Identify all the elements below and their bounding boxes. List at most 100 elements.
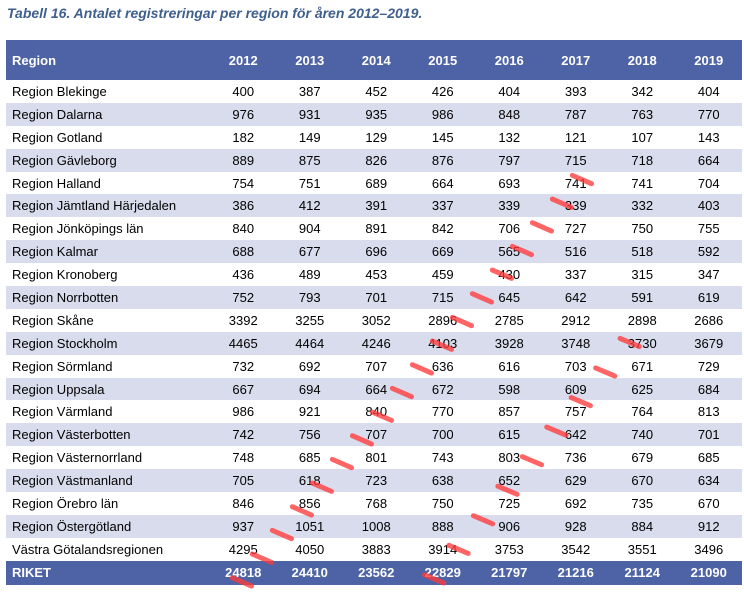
value-cell: 619 [675,286,742,309]
table-row: Region Norrbotten 752 793 701 715 645 642 591 61… [6,286,742,309]
value-cell: 315 [631,267,654,283]
value-cell: 452 [365,83,388,99]
value-cell: 935 [343,102,410,126]
table-row: Region Dalarna 976 931 935 986 848 787 763 770 [6,102,742,126]
region-name-cell: Region Jönköpings län [12,221,144,237]
value-cell: 3883 [361,541,391,557]
value-cell: 876 [409,148,476,172]
value-cell: 591 [609,286,676,309]
value-cell: 3551 [627,541,657,557]
region-name-cell: Region Halland [12,175,101,191]
value-cell: 670 [609,469,676,493]
table-row: Region Östergötland 937 1051 1008 888 906 928 8… [6,514,742,538]
value-cell: 741 [564,175,587,191]
value-cell: 756 [276,423,343,447]
value-cell: 339 [476,194,543,218]
table-row: Region Halland 754 751 689 664 693 741 741 704 [6,172,742,195]
header-row: Region 2012 2013 2014 2015 2016 2017 2018 2019 [6,40,742,80]
table-row: Region Västernorrland 748 685 801 743 803 736 6… [6,446,742,469]
value-cell: 3928 [476,331,543,355]
value-cell: 132 [498,129,521,145]
value-cell: 906 [476,514,543,538]
value-cell: 337 [564,267,587,283]
total-label-cell: RIKET [6,560,210,585]
value-cell: 826 [343,148,410,172]
value-cell: 618 [276,469,343,493]
total-value-cell: 21090 [675,560,742,585]
value-cell: 3730 [609,331,676,355]
value-cell: 2686 [694,312,724,328]
table-row: Region Värmland 986 921 840 770 857 757 764 813 [6,400,742,423]
value-cell: 404 [697,83,720,99]
total-value-cell: 21124 [609,560,676,585]
value-cell: 642 [542,286,609,309]
value-cell: 727 [564,221,587,237]
value-cell: 754 [232,175,255,191]
value-cell: 694 [276,377,343,401]
table-row: Region Västmanland 705 618 723 638 652 629 670 6… [6,469,742,493]
value-cell: 764 [631,404,654,420]
total-value-cell: 24410 [276,560,343,585]
value-cell: 1051 [276,514,343,538]
value-cell: 715 [409,286,476,309]
value-cell: 4103 [409,331,476,355]
column-header-year: 2015 [409,40,476,80]
region-name-cell: Region Uppsala [6,377,210,401]
region-name-cell: Region Sörmland [12,358,113,374]
value-cell: 4246 [343,331,410,355]
value-cell: 3052 [361,312,391,328]
value-cell: 729 [697,358,720,374]
value-cell: 342 [631,83,654,99]
column-header-year: 2012 [210,40,277,80]
value-cell: 121 [564,129,587,145]
region-name-cell: Region Västerbotten [6,423,210,447]
value-cell: 801 [365,450,388,466]
value-cell: 489 [298,267,321,283]
value-cell: 107 [631,129,654,145]
value-cell: 2912 [561,312,591,328]
value-cell: 684 [675,377,742,401]
value-cell: 931 [276,102,343,126]
value-cell: 645 [476,286,543,309]
value-cell: 718 [609,148,676,172]
table-row: Region Stockholm 4465 4464 4246 4103 3928 3748… [6,331,742,355]
value-cell: 740 [609,423,676,447]
value-cell: 337 [409,194,476,218]
region-name-cell: Region Örebro län [12,495,119,511]
value-cell: 4465 [210,331,277,355]
table-row: Region Skåne 3392 3255 3052 2896 2785 2912 2898… [6,309,742,332]
value-cell: 332 [609,194,676,218]
value-cell: 3914 [428,541,458,557]
column-header-year: 2019 [675,40,742,80]
value-cell: 669 [409,240,476,264]
value-cell: 598 [476,377,543,401]
column-header-year: 2017 [542,40,609,80]
value-cell: 592 [675,240,742,264]
value-cell: 904 [298,221,321,237]
table-row: Region Jönköpings län 840 904 891 842 706 727 7… [6,217,742,240]
value-cell: 652 [476,469,543,493]
value-cell: 857 [498,404,521,420]
value-cell: 750 [631,221,654,237]
table-row: Region Gotland 182 149 129 145 132 121 107 143 [6,126,742,149]
value-cell: 149 [298,129,321,145]
value-cell: 636 [431,358,454,374]
value-cell: 701 [343,286,410,309]
value-cell: 703 [564,358,587,374]
region-name-cell: Region Dalarna [6,102,210,126]
value-cell: 705 [210,469,277,493]
value-cell: 793 [276,286,343,309]
column-header-year: 2014 [343,40,410,80]
value-cell: 707 [365,358,388,374]
value-cell: 3255 [295,312,325,328]
region-name-cell: Region Stockholm [6,331,210,355]
value-cell: 2896 [428,312,458,328]
table-row: Region Västerbotten 742 756 707 700 615 642 740… [6,423,742,447]
value-cell: 693 [498,175,521,191]
value-cell: 677 [276,240,343,264]
region-name-cell: Region Norrbotten [6,286,210,309]
value-cell: 748 [232,450,255,466]
table-row: Region Kronoberg 436 489 453 459 430 337 315 347 [6,263,742,286]
value-cell: 986 [409,102,476,126]
value-cell: 752 [210,286,277,309]
